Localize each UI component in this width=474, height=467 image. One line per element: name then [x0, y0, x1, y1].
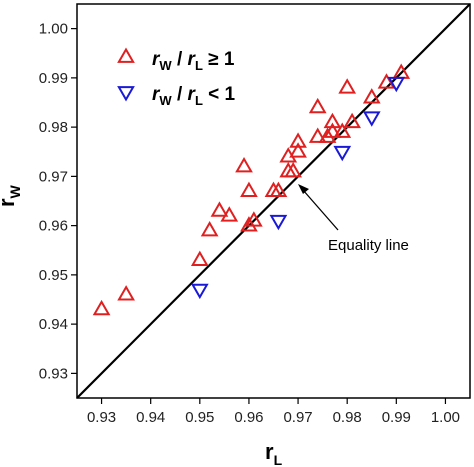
data-point-up — [333, 122, 352, 138]
data-point-down — [387, 76, 406, 93]
y-tick-label: 0.96 — [39, 218, 68, 235]
y-tick-label: 0.99 — [39, 70, 68, 87]
x-tick-label: 0.97 — [283, 409, 312, 426]
data-point-up — [318, 127, 337, 143]
x-tick-label: 0.93 — [87, 409, 116, 426]
data-point-up — [289, 132, 307, 148]
x-tick-label: 0.98 — [333, 409, 362, 426]
legend-marker-1 — [117, 86, 135, 102]
y-axis-label: rW — [0, 184, 23, 207]
data-point-up — [343, 112, 361, 129]
y-tick-label: 0.97 — [39, 168, 68, 185]
annotation-equality-line: Equality line — [328, 237, 409, 254]
annotation-arrowhead — [298, 184, 309, 194]
data-point-up — [117, 285, 135, 301]
y-tick-label: 1.00 — [39, 21, 68, 38]
data-point-up — [308, 127, 327, 143]
data-point-up — [240, 216, 258, 232]
data-point-up — [377, 73, 396, 89]
data-point-down — [190, 283, 209, 300]
data-point-down — [333, 145, 352, 162]
data-point-up — [210, 201, 229, 217]
data-point-up — [323, 112, 342, 129]
data-point-up — [338, 78, 357, 94]
data-point-up — [323, 122, 342, 138]
equality-line — [76, 3, 471, 399]
data-point-up — [289, 142, 307, 158]
x-tick-label: 0.99 — [382, 409, 411, 426]
data-point-up — [269, 181, 288, 198]
legend-label-1: rW / rL < 1 — [152, 84, 236, 108]
data-point-up — [308, 97, 327, 114]
data-point-up — [244, 211, 263, 227]
data-point-down — [362, 111, 381, 127]
data-point-up — [190, 250, 209, 266]
annotation-arrow-shaft — [302, 189, 339, 231]
y-tick-label: 0.94 — [39, 316, 68, 333]
legend: rW / rL ≥ 1 rW / rL < 1 — [117, 47, 236, 108]
y-tick-label: 0.98 — [39, 119, 68, 136]
y-tick-label: 0.95 — [39, 267, 68, 284]
plot-frame — [76, 3, 471, 399]
data-point-down — [269, 214, 288, 231]
data-point-up — [235, 157, 253, 173]
x-tick-label: 0.95 — [185, 409, 214, 426]
data-point-up — [240, 181, 258, 198]
data-point-up — [200, 221, 219, 237]
legend-marker-0 — [117, 47, 135, 63]
x-tick-label: 1.00 — [431, 409, 460, 426]
x-axis-label: rL — [265, 439, 283, 467]
x-tick-label: 0.94 — [136, 409, 165, 426]
data-point-up — [220, 206, 239, 222]
legend-label-0: rW / rL ≥ 1 — [152, 49, 235, 73]
data-point-up — [92, 299, 111, 316]
data-point-up — [362, 88, 381, 104]
data-point-up — [284, 161, 303, 178]
y-tick-label: 0.93 — [39, 365, 68, 382]
x-tick-label: 0.96 — [234, 409, 263, 426]
